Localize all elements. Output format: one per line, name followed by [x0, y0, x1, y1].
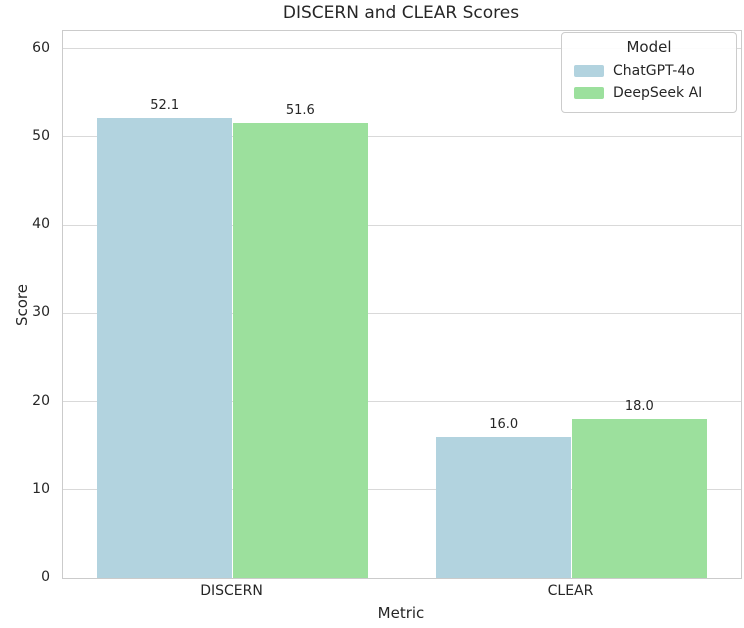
bar-discern-chatgpt-4o — [96, 118, 233, 578]
y-tick-label-30: 30 — [32, 304, 50, 321]
plot-area: 52.1 51.6 16.0 18.0 — [62, 30, 742, 579]
legend: Model ChatGPT-4o DeepSeek AI — [561, 32, 737, 113]
legend-entry-deepseek-ai: DeepSeek AI — [570, 82, 728, 104]
legend-label: DeepSeek AI — [613, 85, 703, 101]
y-axis-title: Score — [13, 284, 31, 327]
gridline-y-60 — [63, 48, 741, 50]
legend-entries: ChatGPT-4o DeepSeek AI — [570, 60, 728, 104]
x-tick-label-clear: CLEAR — [547, 583, 594, 599]
bar-value-label: 18.0 — [624, 399, 654, 415]
gridline-y-40 — [63, 224, 741, 226]
bar-value-label: 51.6 — [285, 102, 315, 118]
legend-swatch-icon — [574, 87, 604, 99]
x-tick-label-discern: DISCERN — [200, 583, 263, 599]
x-axis-title: Metric — [377, 604, 425, 622]
gridline-y-50 — [63, 136, 741, 138]
gridline-y-30 — [63, 312, 741, 314]
chart-title: DISCERN and CLEAR Scores — [282, 3, 520, 23]
legend-label: ChatGPT-4o — [613, 63, 695, 79]
y-tick-label-40: 40 — [32, 216, 50, 233]
bar-clear-deepseek-ai — [571, 419, 708, 578]
bar-clear-chatgpt-4o — [435, 436, 572, 578]
y-tick-label-60: 60 — [32, 39, 50, 56]
y-tick-label-10: 10 — [32, 480, 50, 497]
legend-title: Model — [626, 38, 672, 56]
bar-discern-deepseek-ai — [232, 122, 369, 578]
y-tick-label-0: 0 — [41, 569, 50, 585]
bar-value-label: 52.1 — [150, 98, 180, 114]
gridline-y-20 — [63, 401, 741, 403]
legend-swatch-icon — [574, 65, 604, 77]
y-tick-label-50: 50 — [32, 127, 50, 144]
y-tick-label-20: 20 — [32, 392, 50, 409]
legend-entry-chatgpt-4o: ChatGPT-4o — [570, 60, 728, 82]
bar-value-label: 16.0 — [489, 416, 519, 432]
gridline-y-10 — [63, 489, 741, 491]
